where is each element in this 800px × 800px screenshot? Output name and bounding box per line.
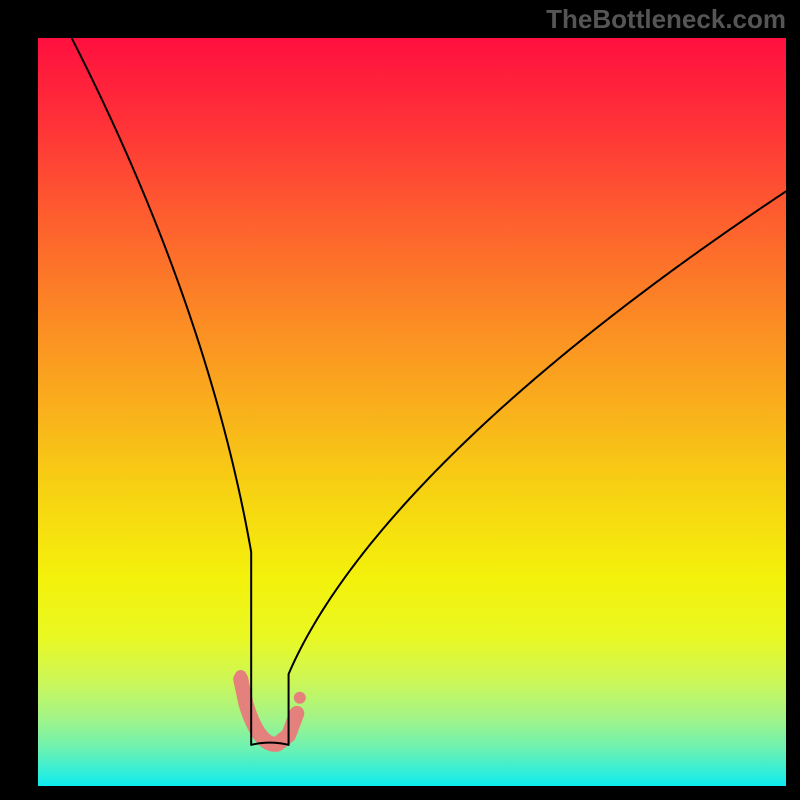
bottleneck-curve [72, 38, 786, 745]
highlight-endpoint [294, 692, 306, 704]
plot-area [38, 38, 786, 786]
curve-layer [38, 38, 786, 786]
highlight-endpoint [235, 670, 247, 682]
watermark-text: TheBottleneck.com [546, 4, 786, 35]
highlight-group [235, 670, 306, 744]
